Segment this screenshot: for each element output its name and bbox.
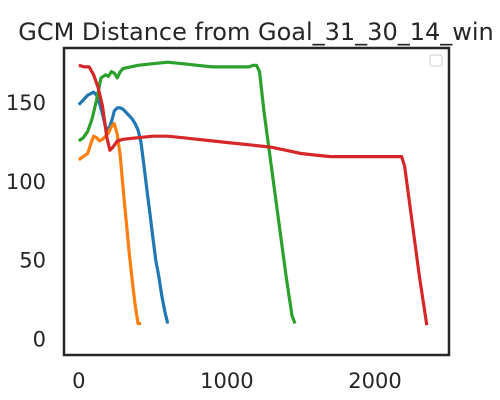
series-line-2 [77,122,141,326]
x-tick-label: 1000 [200,369,253,393]
chart-title: GCM Distance from Goal_31_30_14_win [18,18,494,46]
series-line-3 [77,60,297,325]
legend-box [429,54,443,67]
series-line-4 [78,63,429,326]
axes-frame [62,46,451,357]
tick-labels: 0 1000 2000 0 50 100 150 [6,91,402,393]
series-line-1 [77,90,170,324]
plot-area [77,60,429,326]
x-tick-label: 0 [72,369,85,393]
y-tick-label: 0 [33,327,46,351]
x-tick-label: 2000 [348,369,401,393]
y-tick-label: 150 [6,91,46,115]
y-tick-label: 100 [6,170,46,194]
y-tick-label: 50 [19,249,46,273]
